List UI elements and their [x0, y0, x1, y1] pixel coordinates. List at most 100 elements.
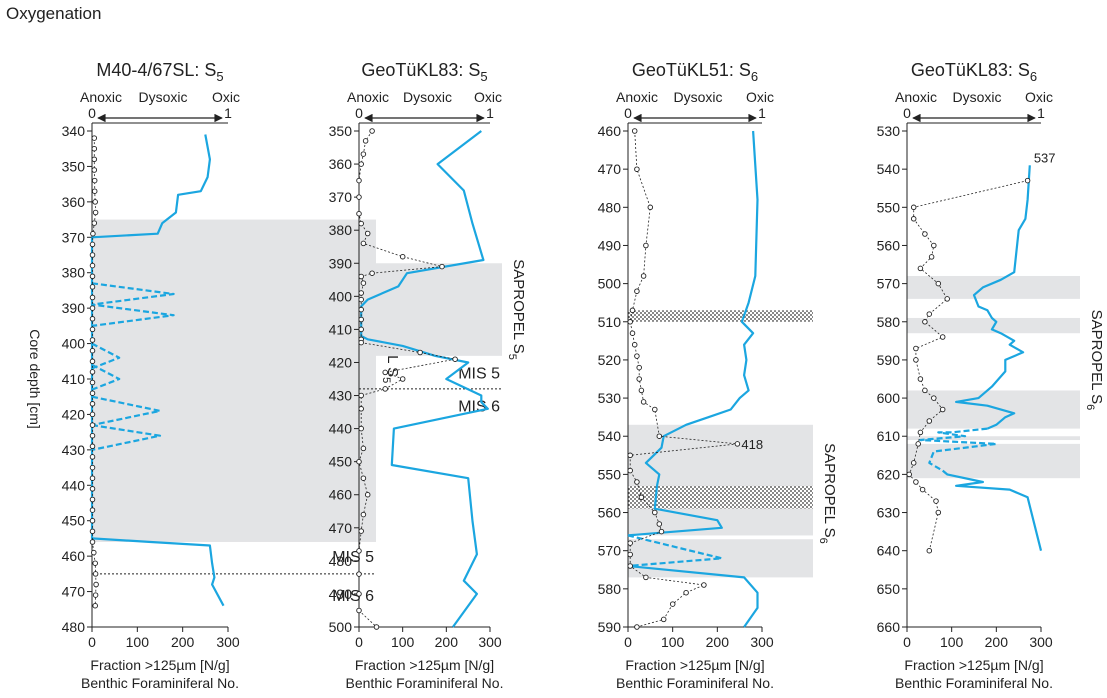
benthic-point	[734, 441, 741, 447]
mis-label: MIS 6	[458, 398, 500, 415]
x-axis-label-fraction: Fraction >125µm [N/g]	[90, 657, 229, 673]
benthic-point	[91, 188, 98, 194]
benthic-point	[91, 549, 97, 556]
y-tick-label: 380	[62, 265, 86, 281]
x-axis-label-benthic: Benthic Foraminiferal No.	[346, 675, 504, 691]
x-tick-label: 200	[706, 634, 730, 650]
y-tick-label: 460	[329, 487, 353, 503]
y-tick-label: 340	[62, 123, 86, 139]
y-tick-label: 460	[598, 123, 622, 139]
oxy-label-anoxic: Anoxic	[895, 89, 937, 105]
benthic-point	[90, 230, 96, 237]
benthic-point	[926, 418, 933, 424]
y-tick-label: 530	[598, 390, 622, 406]
benthic-point	[417, 349, 423, 356]
fraction-series	[954, 165, 1031, 430]
benthic-point	[89, 305, 96, 311]
benthic-point	[636, 376, 642, 382]
benthic-point	[356, 210, 362, 217]
benthic-point	[89, 507, 96, 513]
benthic-point	[89, 496, 96, 503]
benthic-point	[93, 581, 99, 588]
benthic-point	[89, 241, 96, 248]
x-axis-label-fraction: Fraction >125µm [N/g]	[904, 657, 1043, 673]
benthic-point	[627, 563, 633, 569]
x-tick-label: 0	[88, 634, 96, 650]
benthic-point	[634, 353, 640, 359]
benthic-point	[931, 395, 937, 401]
y-tick-label: 590	[877, 352, 901, 368]
benthic-point	[92, 592, 99, 598]
oxy-tick-1: 1	[1037, 105, 1045, 121]
fraction-series-dashed	[91, 363, 121, 391]
x-tick-label: 0	[624, 634, 632, 650]
benthic-point	[640, 273, 647, 279]
y-tick-label: 610	[877, 428, 901, 444]
figure-title: Oxygenation	[6, 4, 102, 23]
y-tick-label: 560	[598, 505, 622, 521]
sapropel-band	[907, 436, 1080, 441]
x-tick-label: 300	[1029, 634, 1053, 650]
core-name: GeoTüKL83:	[361, 60, 468, 80]
sapropel-label-text-main: SAPROPEL S	[510, 259, 527, 353]
oxy-label-dysoxic: Dysoxic	[952, 89, 1001, 105]
benthic-point	[627, 551, 633, 558]
benthic-point	[629, 330, 636, 336]
benthic-point	[627, 540, 633, 546]
benthic-point	[364, 491, 371, 498]
y-tick-label: 480	[329, 553, 353, 569]
benthic-point	[92, 560, 98, 566]
benthic-point	[922, 319, 928, 325]
layer-name: S	[204, 60, 216, 80]
x-tick-label: 200	[171, 634, 195, 650]
sapropel-label-text-sub: 5	[380, 377, 392, 383]
benthic-point	[910, 216, 917, 222]
benthic-point	[926, 311, 933, 317]
y-tick-label: 470	[329, 520, 353, 536]
benthic-point	[356, 607, 362, 614]
sapropel-label-text: SAPROPEL S6	[1084, 310, 1105, 411]
benthic-point	[640, 399, 647, 405]
y-tick-label: 470	[62, 584, 86, 600]
y-tick-label: 530	[877, 123, 901, 139]
fraction-series-dashed	[627, 534, 723, 568]
benthic-point	[89, 475, 96, 481]
sapropel-band	[907, 275, 1080, 299]
y-tick-label: 510	[598, 314, 622, 330]
benthic-point	[652, 509, 658, 516]
benthic-point	[89, 379, 96, 386]
oxy-tick-0: 0	[903, 105, 911, 121]
benthic-point	[360, 280, 367, 286]
y-tick-label: 630	[877, 505, 901, 521]
benthic-point	[89, 337, 96, 343]
oxy-label-oxic: Oxic	[212, 89, 240, 105]
y-tick-label: 420	[329, 354, 353, 370]
y-tick-label: 660	[877, 619, 901, 635]
x-tick-label: 200	[985, 634, 1009, 650]
fraction-series-dashed	[91, 395, 162, 427]
benthic-point	[910, 460, 917, 466]
x-tick-label: 200	[435, 634, 459, 650]
benthic-point	[913, 357, 919, 363]
y-tick-label: 450	[62, 513, 86, 529]
benthic-point	[919, 486, 926, 493]
benthic-point	[922, 387, 928, 394]
y-tick-label: 600	[877, 390, 901, 406]
benthic-point	[913, 479, 919, 485]
benthic-point	[356, 548, 362, 554]
y-tick-label: 420	[62, 406, 86, 422]
benthic-point	[701, 582, 707, 588]
benthic-point	[631, 128, 638, 134]
benthic-point	[92, 209, 99, 216]
x-tick-label: 100	[391, 634, 415, 650]
sapropel-label: SAPROPEL S6	[817, 443, 838, 544]
benthic-point	[360, 151, 367, 157]
benthic-point	[91, 167, 98, 173]
sapropel-label-text-sub: 6	[817, 538, 829, 544]
benthic-series	[629, 130, 738, 628]
benthic-point	[915, 441, 921, 447]
benthic-point	[399, 376, 406, 382]
benthic-point	[382, 369, 388, 376]
